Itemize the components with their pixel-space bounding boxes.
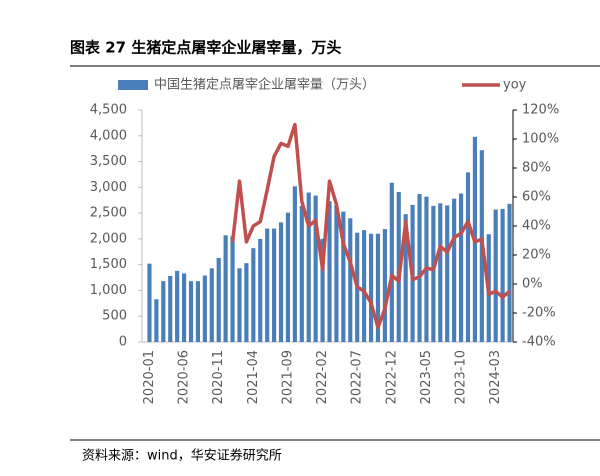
bar	[493, 209, 498, 342]
bar	[244, 263, 249, 342]
bar	[216, 257, 221, 342]
bar	[292, 186, 297, 342]
bar	[507, 203, 512, 342]
bar	[272, 228, 277, 342]
y-tick-label: 1,000	[90, 283, 127, 298]
y2-tick-label: 40%	[522, 219, 551, 234]
y2-tick-label: -40%	[522, 335, 556, 350]
bar	[175, 270, 180, 342]
line	[230, 122, 511, 330]
bar	[237, 268, 242, 342]
y-tick-label: 500	[102, 309, 127, 324]
bar	[431, 205, 436, 342]
bar	[327, 201, 332, 342]
x-tick-label: 2024-03	[488, 350, 503, 404]
bar	[161, 281, 166, 342]
bar	[417, 194, 422, 342]
x-tick-label: 2022-07	[350, 350, 365, 404]
bar	[168, 276, 173, 342]
y2-tick-label: 60%	[522, 190, 551, 205]
x-tick-label: 2020-06	[177, 350, 192, 404]
y-tick-label: 2,500	[90, 206, 127, 221]
legend-swatch	[118, 80, 148, 90]
y2-tick-label: 120%	[522, 103, 559, 118]
bar	[251, 248, 256, 342]
bar	[362, 230, 367, 342]
y2-tick-label: 20%	[522, 248, 551, 263]
bar	[458, 193, 464, 342]
y-tick-label: 4,500	[90, 103, 127, 118]
y-tick-label: 0	[119, 335, 127, 350]
bar	[452, 198, 457, 342]
x-tick-label: 2023-10	[454, 350, 469, 404]
bar	[334, 205, 339, 342]
chart-title: 图表 27 生猪定点屠宰企业屠宰量，万头	[70, 39, 341, 57]
bar	[438, 203, 443, 342]
bar	[195, 281, 201, 342]
bar	[265, 228, 270, 342]
bar	[368, 233, 374, 342]
bar	[320, 238, 325, 342]
bar	[147, 263, 152, 342]
x-tick-label: 2023-05	[419, 350, 434, 404]
bar	[154, 299, 159, 342]
bar	[403, 214, 408, 342]
bar	[500, 208, 505, 342]
bar	[188, 281, 194, 342]
y-tick-label: 3,000	[90, 180, 127, 195]
x-tick-label: 2022-02	[315, 350, 330, 404]
y-tick-label: 3,500	[90, 154, 127, 169]
bar	[313, 195, 318, 342]
x-tick-label: 2020-11	[211, 350, 226, 404]
x-tick-label: 2020-01	[142, 350, 157, 404]
bar	[299, 205, 304, 342]
bar	[223, 235, 228, 342]
bar	[258, 238, 263, 342]
y2-tick-label: 100%	[522, 132, 559, 147]
y2-tick-label: -20%	[522, 306, 556, 321]
y2-tick-label: 0%	[522, 277, 543, 292]
bar	[348, 218, 353, 342]
x-tick-label: 2021-04	[246, 350, 261, 404]
bar	[306, 192, 311, 342]
source: 资料来源：wind，华安证券研究所	[82, 448, 282, 464]
y2-tick-label: 80%	[522, 161, 551, 176]
bar	[375, 233, 381, 342]
bar	[445, 205, 450, 342]
bar	[202, 275, 207, 342]
y-tick-label: 2,000	[90, 231, 127, 246]
bar	[341, 211, 346, 342]
y-tick-label: 1,500	[90, 257, 127, 272]
bar	[230, 236, 235, 342]
y-tick-label: 4,000	[90, 128, 127, 143]
bar	[382, 229, 387, 342]
bar	[278, 222, 284, 342]
legend-label: yoy	[503, 78, 527, 93]
legend-label: 中国生猪定点屠宰企业屠宰量（万头）	[154, 77, 375, 93]
bar	[209, 268, 214, 342]
bar	[285, 212, 291, 342]
bar	[465, 172, 471, 342]
x-tick-label: 2022-12	[384, 350, 399, 404]
bar	[182, 273, 187, 342]
x-tick-label: 2021-09	[280, 350, 295, 404]
bar	[389, 182, 394, 342]
